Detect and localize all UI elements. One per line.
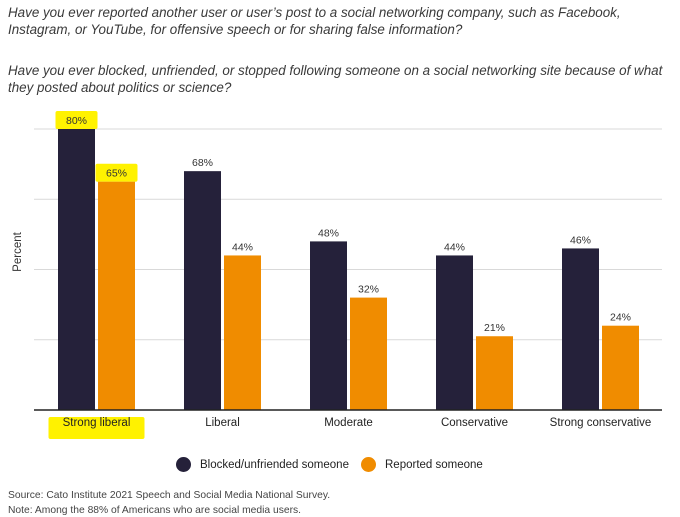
legend-swatch-reported bbox=[361, 457, 376, 472]
bar-reported bbox=[476, 336, 513, 410]
bar-blocked bbox=[436, 255, 473, 410]
data-label: 48% bbox=[318, 227, 339, 239]
data-label: 65% bbox=[106, 168, 127, 180]
data-label: 44% bbox=[444, 241, 465, 253]
bar-blocked bbox=[310, 241, 347, 410]
bar-chart: Percent 80% 65% Strong liberal 68% 44% Liberal… bbox=[12, 111, 662, 439]
category-label: Strong conservative bbox=[550, 417, 652, 429]
highlight-mark bbox=[48, 417, 145, 439]
bar-reported bbox=[602, 325, 639, 410]
data-label: 24% bbox=[610, 312, 631, 324]
legend-item-reported: Reported someone bbox=[361, 457, 483, 472]
legend-label-reported: Reported someone bbox=[385, 458, 483, 471]
bar-blocked bbox=[58, 129, 95, 410]
y-axis-label: Percent bbox=[12, 231, 24, 271]
bar-reported bbox=[350, 297, 387, 410]
footnote: Note: Among the 88% of Americans who are… bbox=[8, 505, 302, 516]
category-label: Conservative bbox=[441, 417, 508, 429]
legend-item-blocked: Blocked/unfriended someone bbox=[176, 457, 349, 472]
category-label: Liberal bbox=[205, 417, 240, 429]
source-note: Source: Cato Institute 2021 Speech and S… bbox=[8, 490, 331, 501]
question-1: Have you ever reported another user or u… bbox=[8, 5, 621, 37]
highlight-mark bbox=[95, 163, 138, 182]
data-label: 46% bbox=[570, 234, 591, 246]
bar-reported bbox=[98, 181, 135, 410]
category-label: Strong liberal bbox=[63, 417, 131, 429]
legend-swatch-blocked bbox=[176, 457, 191, 472]
highlight-mark bbox=[55, 111, 98, 129]
data-label: 32% bbox=[358, 284, 379, 296]
data-label: 21% bbox=[484, 322, 505, 334]
legend-label-blocked: Blocked/unfriended someone bbox=[200, 458, 349, 471]
data-label: 68% bbox=[192, 157, 213, 169]
category-label: Moderate bbox=[324, 417, 373, 429]
bar-blocked bbox=[184, 171, 221, 410]
data-label: 80% bbox=[66, 115, 87, 127]
question-2: Have you ever blocked, unfriended, or st… bbox=[8, 63, 663, 95]
bar-blocked bbox=[562, 248, 599, 410]
bar-reported bbox=[224, 255, 261, 410]
data-label: 44% bbox=[232, 241, 253, 253]
